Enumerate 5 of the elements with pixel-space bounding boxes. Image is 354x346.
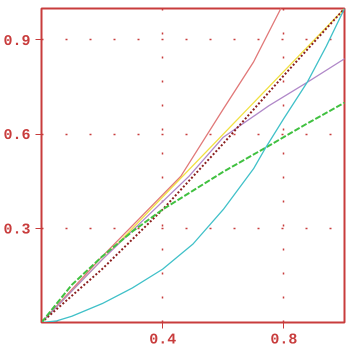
y-tick-label: 0.9 bbox=[3, 32, 31, 50]
x-tick-label: 0.4 bbox=[149, 332, 176, 346]
x-tick-label: 0.8 bbox=[270, 332, 298, 346]
y-tick-label: 0.3 bbox=[3, 221, 31, 238]
y-tick-label: 0.6 bbox=[3, 127, 31, 144]
